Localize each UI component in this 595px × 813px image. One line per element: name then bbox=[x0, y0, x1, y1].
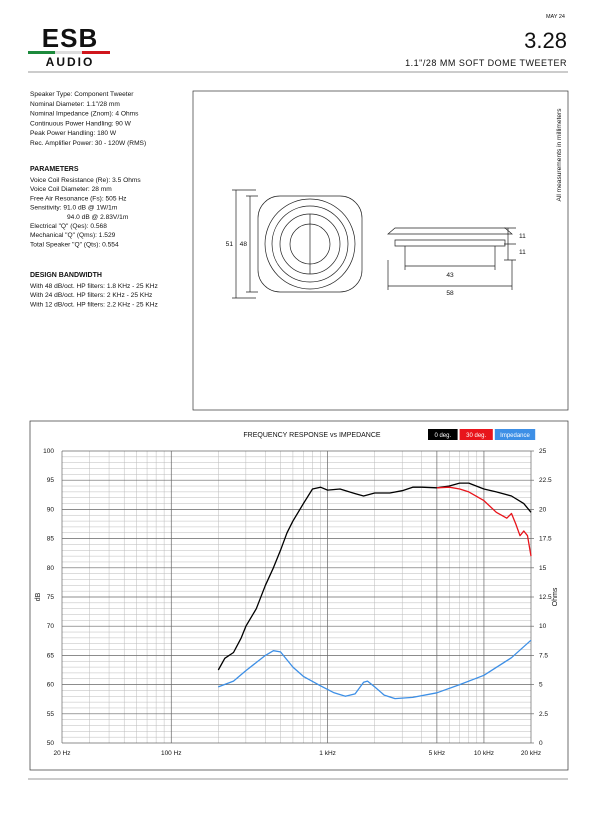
y2-tick-label: 7.5 bbox=[539, 652, 548, 659]
spec-line: With 12 dB/oct. HP filters: 2.2 KHz - 25… bbox=[30, 301, 158, 308]
spec-line: Continuous Power Handling: 90 W bbox=[30, 120, 132, 127]
spec-line: Nominal Diameter: 1.1"/28 mm bbox=[30, 101, 120, 108]
dim-lines bbox=[387, 260, 513, 290]
spec-line: With 24 dB/oct. HP filters: 2 KHz - 25 K… bbox=[30, 292, 152, 299]
y-tick-label: 85 bbox=[47, 536, 55, 543]
y-tick-label: 65 bbox=[47, 652, 55, 659]
chart-title: FREQUENCY RESPONSE vs IMPEDANCE bbox=[243, 432, 381, 439]
dim: 11 bbox=[519, 233, 526, 240]
y-tick-label: 100 bbox=[43, 448, 54, 455]
spec-line: Rec. Amplifier Power: 30 - 120W (RMS) bbox=[30, 140, 146, 147]
spec-line: Peak Power Handling: 180 W bbox=[30, 130, 117, 137]
spec-line: Free Air Resonance (Fs): 505 Hz bbox=[30, 195, 126, 202]
spec-line: Voice Coil Diameter: 28 mm bbox=[30, 186, 112, 193]
dim: 58 bbox=[446, 290, 454, 297]
y2-tick-label: 25 bbox=[539, 448, 547, 455]
product: 1.1"/28 MM SOFT DOME TWEETER bbox=[405, 58, 567, 68]
y2-label: Ohms bbox=[552, 587, 559, 606]
chart: 20 Hz 100 Hz 1 kHz 5 kHz 10 kHz 20 kHz5055606… bbox=[43, 429, 552, 757]
spec-line: Electrical "Q" (Qes): 0.568 bbox=[30, 223, 107, 230]
y2-tick-label: 2.5 bbox=[539, 711, 548, 718]
y-tick-label: 90 bbox=[47, 506, 55, 513]
y2-tick-label: 12.5 bbox=[539, 594, 552, 601]
y2-tick-label: 0 bbox=[539, 740, 543, 747]
logo-stripe bbox=[28, 51, 55, 54]
legend-label: Impedance bbox=[500, 433, 530, 439]
y-tick-label: 60 bbox=[47, 682, 55, 689]
spec-line: Nominal Impedance (Znom): 4 Ohms bbox=[30, 111, 139, 118]
drawing-frame bbox=[192, 90, 569, 411]
y-tick-label: 95 bbox=[47, 477, 55, 484]
spec-line: 94.0 dB @ 2.83V/1m bbox=[67, 214, 129, 221]
spec-line: Mechanical "Q" (Qms): 1.529 bbox=[30, 232, 116, 239]
legend-label: 30 deg. bbox=[466, 433, 486, 439]
date: MAY 24 bbox=[546, 14, 565, 20]
logo-stripe bbox=[82, 51, 110, 54]
dim: 43 bbox=[446, 272, 454, 279]
series-line bbox=[436, 486, 532, 557]
y-tick-label: 70 bbox=[47, 623, 55, 630]
spec-line: With 48 dB/oct. HP filters: 1.8 KHz - 25… bbox=[30, 283, 158, 290]
tweeter-drawing bbox=[232, 189, 516, 299]
model: 3.28 bbox=[524, 28, 567, 53]
spec-line: Total Speaker "Q" (Qts): 0.554 bbox=[30, 241, 119, 248]
logo-stripe bbox=[55, 51, 82, 54]
specs: Speaker Type: Component Tweeter Nominal D… bbox=[30, 91, 158, 308]
x-tick-label: 5 kHz bbox=[429, 750, 446, 757]
y2-tick-label: 17.5 bbox=[539, 536, 552, 543]
legend-swatch bbox=[494, 429, 536, 440]
section-title: PARAMETERS bbox=[30, 166, 79, 173]
legend-label: 0 deg. bbox=[434, 433, 451, 439]
y2-tick-label: 22.5 bbox=[539, 477, 552, 484]
side-view bbox=[387, 227, 513, 260]
y-label: dB bbox=[35, 592, 42, 601]
series-line bbox=[217, 482, 532, 671]
dim: 51 bbox=[226, 241, 234, 248]
x-tick-label: 1 kHz bbox=[319, 750, 336, 757]
series-line bbox=[218, 639, 532, 700]
y-tick-label: 75 bbox=[47, 594, 55, 601]
ring bbox=[271, 205, 349, 283]
x-tick-label: 100 Hz bbox=[161, 750, 182, 757]
section-title: DESIGN BANDWIDTH bbox=[30, 272, 102, 279]
ring bbox=[264, 198, 356, 290]
y2-tick-label: 15 bbox=[539, 565, 547, 572]
legend-swatch bbox=[428, 429, 458, 440]
dim-lines bbox=[504, 227, 516, 261]
dim: 11 bbox=[519, 249, 526, 256]
y-tick-label: 55 bbox=[47, 711, 55, 718]
x-tick-label: 20 Hz bbox=[54, 750, 71, 757]
spec-line: Speaker Type: Component Tweeter bbox=[30, 91, 134, 98]
y-tick-label: 50 bbox=[47, 740, 55, 747]
legend-swatch bbox=[459, 429, 493, 440]
x-tick-label: 10 kHz bbox=[474, 750, 494, 757]
dim: 48 bbox=[240, 241, 248, 248]
chart-frame bbox=[29, 420, 569, 771]
flange bbox=[257, 195, 363, 293]
y2-tick-label: 20 bbox=[539, 506, 547, 513]
y-tick-label: 80 bbox=[47, 565, 55, 572]
spec-line: Voice Coil Resistance (Re): 3.5 Ohms bbox=[30, 177, 141, 184]
spec-line: Sensitivity: 91.0 dB @ 1W/1m bbox=[30, 205, 118, 212]
drawing-note: All measurements in millimeters bbox=[556, 108, 563, 202]
logo-top: ESB bbox=[42, 23, 98, 53]
y2-tick-label: 10 bbox=[539, 623, 547, 630]
dim-lines bbox=[232, 189, 258, 299]
logo-bottom: AUDIO bbox=[46, 55, 95, 69]
x-tick-label: 20 kHz bbox=[521, 750, 541, 757]
y2-tick-label: 5 bbox=[539, 682, 543, 689]
